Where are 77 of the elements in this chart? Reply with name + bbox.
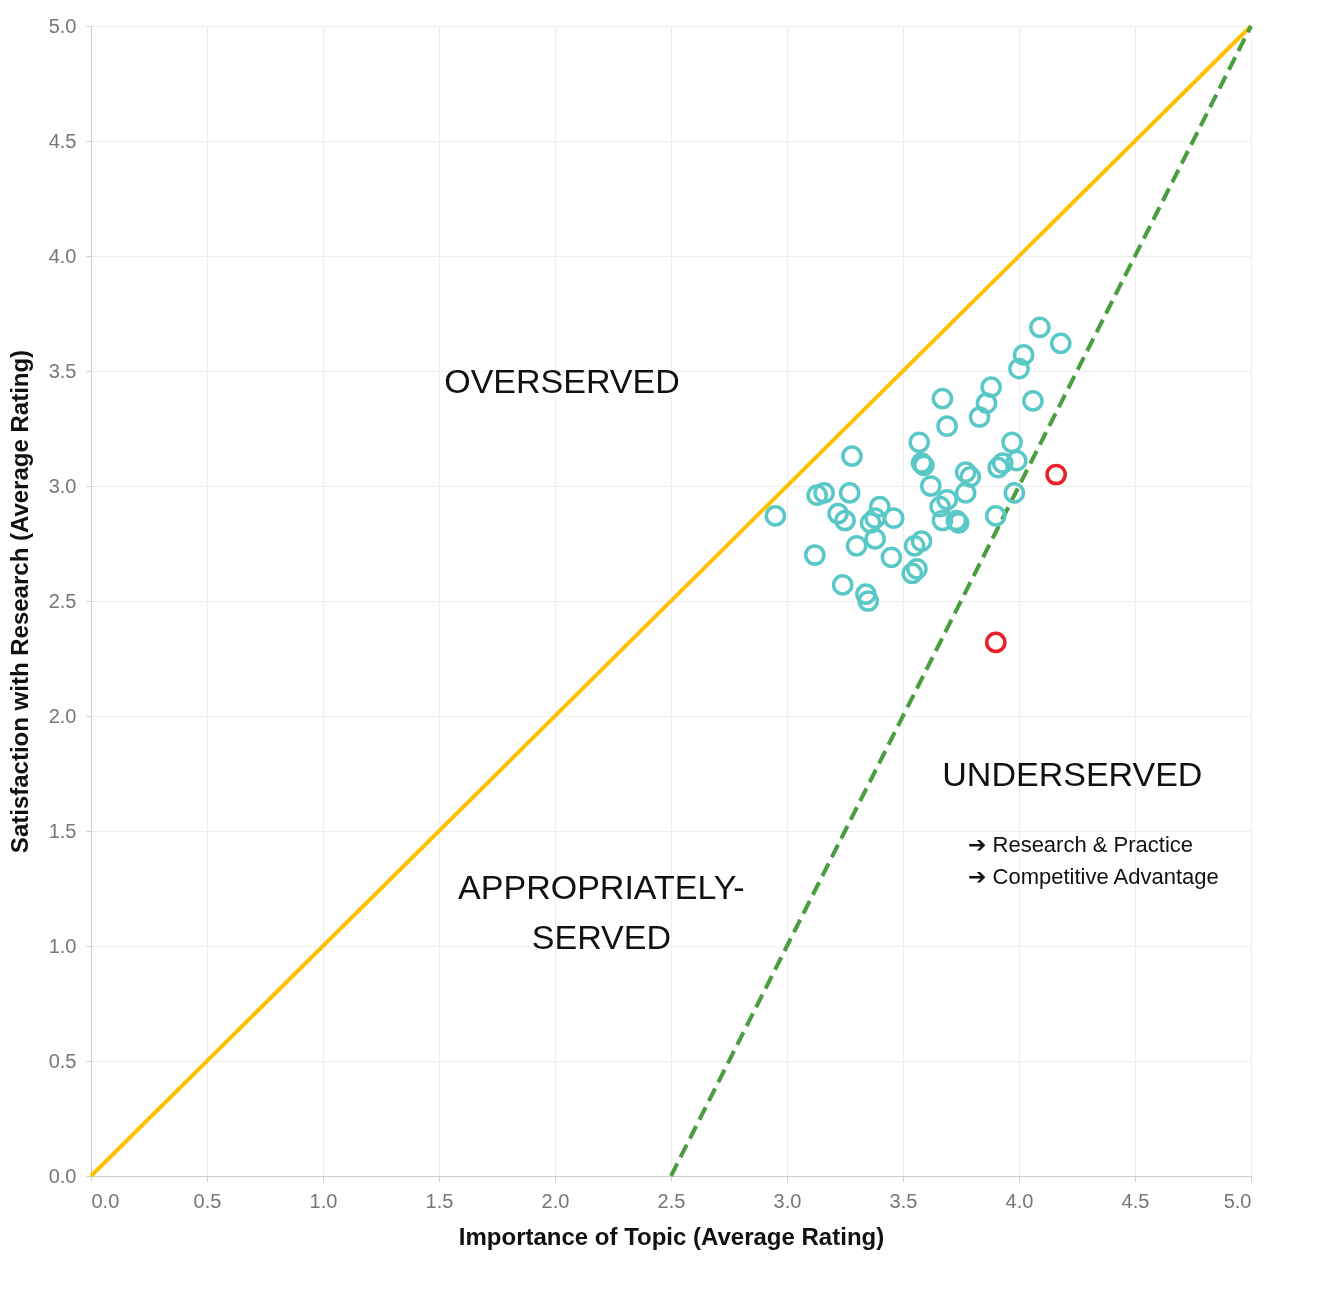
point [880, 546, 903, 569]
x-axis-title: Importance of Topic (Average Rating) [458, 1222, 885, 1250]
point [864, 507, 886, 530]
x-tick-label: 5.0 [1223, 1189, 1252, 1212]
point [845, 534, 868, 557]
point [804, 544, 826, 566]
point [864, 528, 886, 550]
point [975, 392, 998, 415]
point [827, 502, 849, 525]
x-tick-label: 0.5 [193, 1189, 222, 1212]
point [991, 452, 1014, 474]
point [901, 562, 924, 585]
y-tick-label: 4.0 [48, 244, 77, 267]
y-tick-label: 1.5 [48, 819, 77, 842]
point [857, 590, 880, 612]
annotation: OVERSERVED [444, 361, 680, 400]
point [841, 445, 863, 467]
annotation: UNDERSERVED [942, 754, 1203, 793]
annotation: ➔ Research & Practice [967, 831, 1194, 857]
point [929, 495, 951, 518]
point [806, 484, 828, 507]
x-tick-label: 2.0 [541, 1189, 570, 1212]
x-tick-label: 1.5 [425, 1189, 454, 1212]
x-tick-label: 1.0 [309, 1189, 338, 1212]
annotation: APPROPRIATELY- SERVED [458, 867, 745, 956]
point [906, 557, 928, 580]
x-tick-label: 4.0 [1005, 1189, 1034, 1212]
point [831, 574, 854, 596]
point [968, 406, 991, 428]
point [1029, 316, 1051, 339]
x-tick-label: 2.5 [657, 1189, 686, 1212]
point [1045, 463, 1067, 486]
y-tick-label: 0.5 [48, 1049, 77, 1072]
point [931, 387, 954, 410]
y-tick-label: 0.0 [48, 1164, 77, 1187]
point [936, 488, 958, 511]
point [868, 495, 891, 518]
y-tick-label: 3.5 [48, 359, 77, 382]
point [903, 534, 926, 557]
point [984, 505, 1007, 527]
point [959, 465, 982, 488]
y-tick-label: 4.5 [48, 129, 77, 152]
point [1003, 482, 1026, 504]
point [838, 482, 861, 504]
point [1005, 449, 1028, 472]
point [908, 431, 931, 454]
point [936, 415, 958, 438]
point [813, 482, 835, 504]
point [954, 461, 977, 484]
point [764, 505, 787, 527]
point [859, 511, 882, 534]
x-tick-label: 0.0 [91, 1189, 120, 1212]
point [1022, 390, 1044, 412]
point [1008, 357, 1030, 380]
y-axis-title: Satisfaction with Research (Average Rating) [5, 349, 33, 854]
point [834, 509, 856, 532]
y-tick-label: 2.0 [48, 704, 77, 727]
point [1001, 431, 1023, 454]
point [987, 456, 1009, 479]
point [984, 631, 1007, 654]
point [980, 376, 1002, 398]
x-tick-label: 3.5 [889, 1189, 918, 1212]
point [931, 509, 954, 532]
y-tick-label: 3.0 [48, 474, 77, 497]
y-tick-label: 1.0 [48, 934, 77, 957]
point [1049, 332, 1072, 355]
y-tick-label: 5.0 [48, 14, 77, 37]
point [1012, 344, 1035, 366]
annotation: ➔ Competitive Advantage [967, 864, 1219, 889]
y-tick-label: 2.5 [48, 589, 77, 612]
x-tick-label: 3.0 [773, 1189, 802, 1212]
point [920, 475, 942, 497]
point [910, 530, 933, 553]
x-tick-label: 4.5 [1121, 1189, 1150, 1212]
point [882, 507, 905, 530]
point [954, 482, 977, 504]
point [855, 583, 877, 605]
